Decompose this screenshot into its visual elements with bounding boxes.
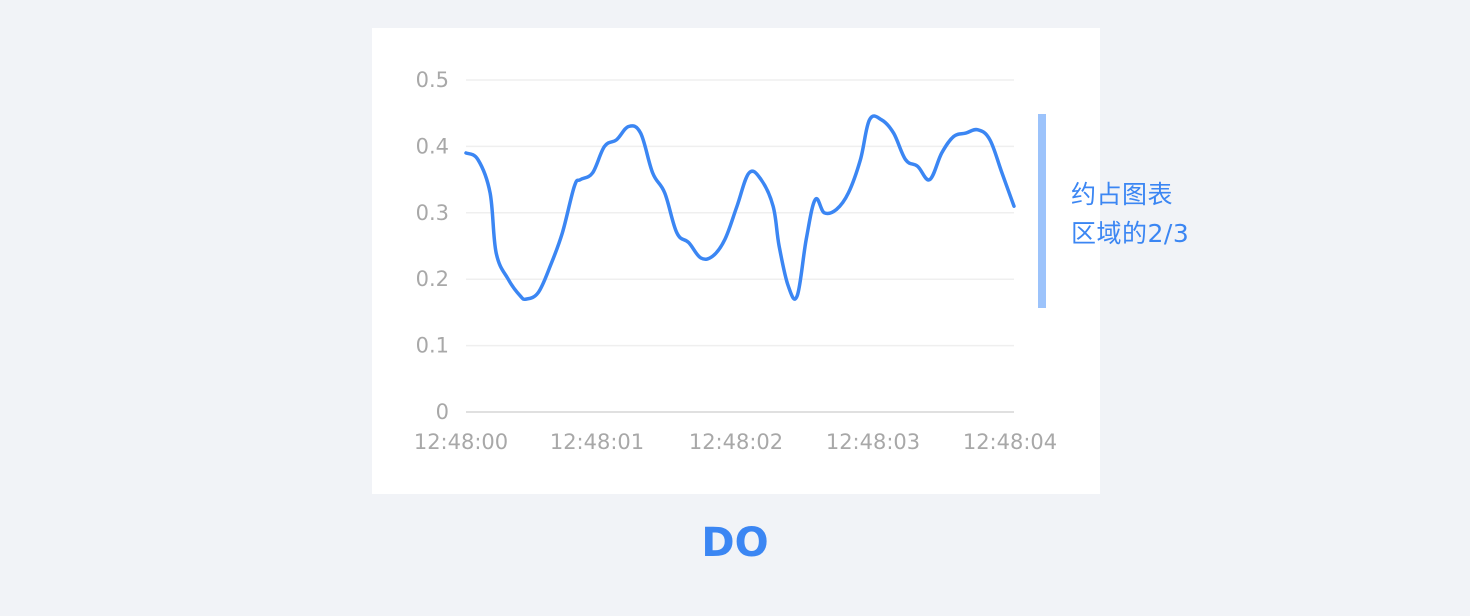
x-tick-label: 12:48:01 xyxy=(550,430,644,454)
y-tick-labels: 0 0.1 0.2 0.3 0.4 0.5 xyxy=(416,68,449,424)
chart-area-indicator-bar xyxy=(1038,114,1046,308)
chart-area-annotation: 约占图表 区域的2/3 xyxy=(1071,175,1271,253)
y-tick-label: 0.3 xyxy=(416,201,449,225)
x-tick-labels: 12:48:00 12:48:01 12:48:02 12:48:03 12:48:04 xyxy=(414,430,1057,454)
series-line xyxy=(464,114,1016,302)
annotation-line-2: 区域的2/3 xyxy=(1071,219,1190,248)
x-tick-label: 12:48:04 xyxy=(963,430,1057,454)
chart-card xyxy=(372,28,1100,494)
x-tick-label: 12:48:02 xyxy=(689,430,783,454)
verdict-label: DO xyxy=(701,520,769,566)
y-tick-label: 0.5 xyxy=(416,68,449,92)
x-tick-label: 12:48:03 xyxy=(826,430,920,454)
y-tick-label: 0.4 xyxy=(416,134,449,158)
annotation-line-1: 约占图表 xyxy=(1071,180,1174,209)
grid-lines xyxy=(466,79,1014,347)
y-tick-label: 0.1 xyxy=(416,334,449,358)
y-tick-label: 0 xyxy=(436,400,449,424)
x-tick-label: 12:48:00 xyxy=(414,430,508,454)
y-tick-label: 0.2 xyxy=(416,267,449,291)
